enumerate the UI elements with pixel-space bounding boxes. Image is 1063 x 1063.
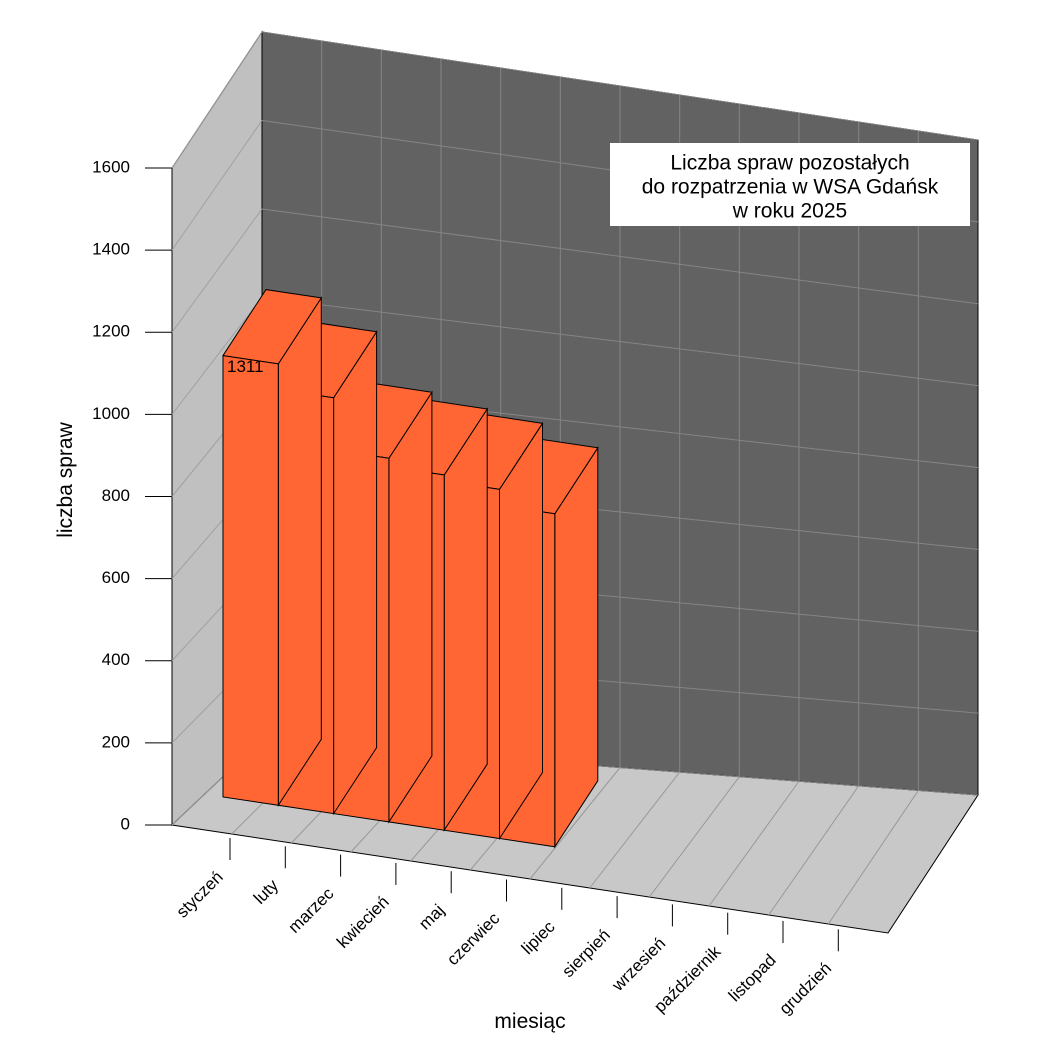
bar-side — [554, 446, 599, 849]
bar-front — [222, 354, 279, 806]
bar — [222, 289, 323, 807]
grid-line — [171, 120, 263, 251]
floor-line — [648, 776, 740, 898]
y-tick-label: 600 — [102, 568, 130, 587]
x-tick-label: kwiecień — [333, 892, 393, 952]
grid-line — [171, 31, 263, 169]
bar-side — [333, 330, 378, 816]
value-label: 1311 — [227, 357, 264, 376]
bar-side — [388, 390, 433, 824]
chart-title: w roku 2025 — [732, 200, 847, 223]
x-tick-label: luty — [250, 875, 282, 907]
x-tick-label: maj — [415, 901, 448, 934]
x-tick-label: marzec — [285, 884, 338, 937]
y-axis-label: liczba spraw — [54, 421, 77, 537]
x-tick-label: wrzesień — [608, 934, 670, 996]
y-tick-label: 1000 — [92, 404, 130, 423]
x-tick-label: listopad — [725, 950, 780, 1005]
chart-title: Liczba spraw pozostałych — [670, 152, 909, 175]
bar-side — [443, 407, 488, 832]
y-tick-label: 800 — [102, 486, 130, 505]
floor-line — [529, 767, 621, 880]
floor-line — [589, 771, 681, 889]
floor-line — [768, 785, 860, 916]
floor-line — [708, 780, 800, 907]
x-tick-label: styczeń — [173, 867, 227, 921]
grid-line — [171, 208, 263, 333]
grid-line — [171, 297, 263, 415]
x-tick-label: czerwiec — [443, 909, 504, 970]
x-tick-label: sierpień — [558, 925, 614, 981]
x-axis-label: miesiąc — [494, 1010, 565, 1033]
x-tick-label: lipiec — [518, 917, 559, 958]
bar-side — [499, 421, 543, 841]
y-tick-label: 1400 — [92, 240, 130, 259]
x-tick-label: grudzień — [776, 959, 836, 1019]
title-box — [610, 143, 970, 226]
y-tick-label: 400 — [102, 650, 130, 669]
floor-line — [827, 790, 919, 925]
chart-title: do rozpatrzenia w WSA Gdańsk — [642, 176, 939, 199]
y-tick-label: 0 — [121, 814, 130, 833]
y-tick-label: 200 — [102, 732, 130, 751]
y-tick-label: 1200 — [92, 322, 130, 341]
bar-side — [277, 296, 322, 807]
y-tick-label: 1600 — [92, 157, 130, 176]
